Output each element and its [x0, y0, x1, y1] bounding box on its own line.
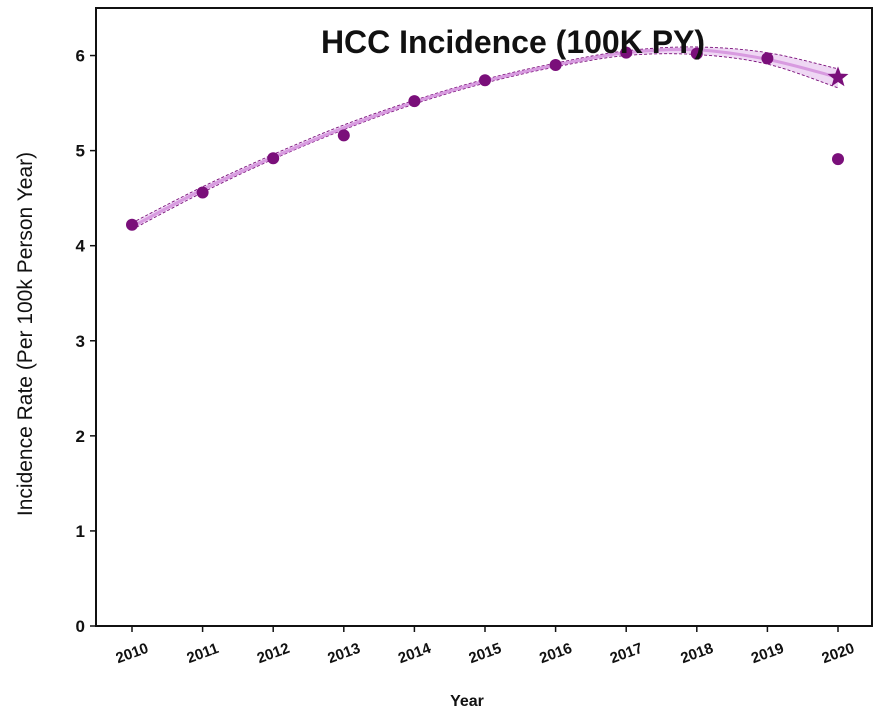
- y-tick-label-3: 3: [76, 332, 85, 351]
- data-point-2012: [267, 152, 280, 165]
- x-tick-label-2015: 2015: [467, 640, 504, 667]
- x-tick-label-2010: 2010: [114, 640, 151, 667]
- y-tick-label-2: 2: [76, 427, 85, 446]
- x-tick-label-2014: 2014: [396, 640, 434, 668]
- y-tick-label-0: 0: [76, 617, 85, 636]
- data-points: [126, 46, 849, 231]
- plot-frame: [95, 7, 873, 627]
- y-tick-label-5: 5: [76, 142, 85, 161]
- data-point-2015: [479, 74, 491, 87]
- tick-labels: 0 1 2 3 4 5 6 2010 2011 2012 2013 2014 2015 2016 2017 2…: [76, 47, 857, 668]
- x-tick-label-2017: 2017: [608, 640, 645, 667]
- data-point-2020: [832, 153, 844, 166]
- data-point-2017: [620, 46, 633, 59]
- data-point-2014: [408, 95, 421, 108]
- x-tick-label-2018: 2018: [678, 640, 715, 667]
- x-tick-label-2019: 2019: [749, 640, 786, 667]
- data-point-2016: [549, 59, 562, 72]
- x-tick-label-2012: 2012: [255, 640, 292, 667]
- chart-title: HCC Incidence (100K PY): [321, 24, 705, 60]
- star-point-2020: [827, 66, 849, 87]
- y-tick-label-6: 6: [76, 47, 85, 66]
- y-tick-label-4: 4: [76, 237, 86, 256]
- x-tick-label-2016: 2016: [537, 640, 574, 667]
- confidence-upper: [131, 46, 839, 224]
- data-point-2018: [690, 47, 703, 60]
- x-tick-label-2013: 2013: [325, 640, 362, 667]
- x-tick-label-2011: 2011: [185, 640, 221, 667]
- data-point-2013: [337, 129, 350, 142]
- axes: [90, 7, 873, 632]
- y-axis-label: Incidence Rate (Per 100k Person Year): [14, 152, 37, 516]
- data-point-2010: [126, 218, 138, 231]
- y-tick-label-1: 1: [76, 522, 85, 541]
- data-point-2019: [761, 52, 774, 65]
- data-point-2011: [196, 186, 209, 199]
- x-axis-label: Year: [450, 693, 484, 710]
- x-tick-label-2020: 2020: [820, 640, 857, 667]
